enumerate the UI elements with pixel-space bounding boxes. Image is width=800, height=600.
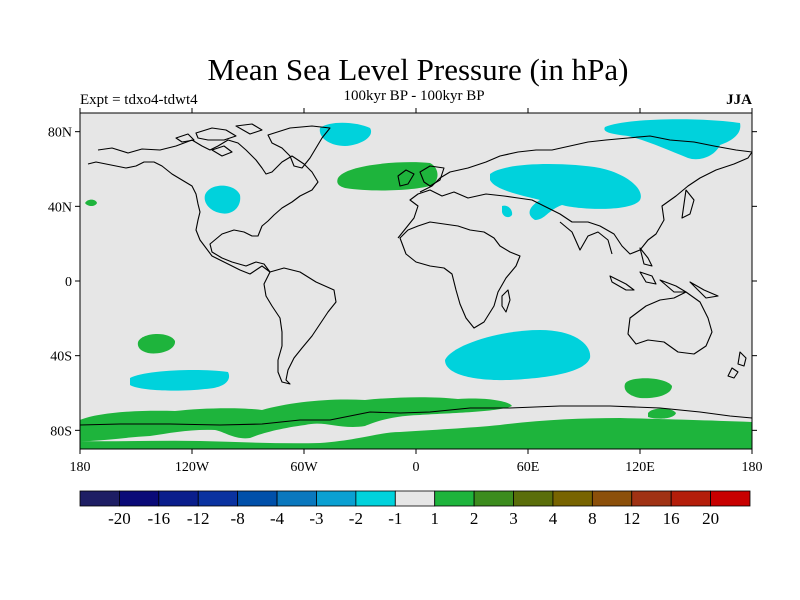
colorbar-swatch <box>237 490 278 507</box>
anomaly-region-positive <box>337 162 438 191</box>
colorbar: -20 -16 -12 -8 -4 -3 -2 -1 1 2 3 4 8 12 16 20 <box>79 490 751 528</box>
colorbar-swatch <box>591 490 633 507</box>
latitude-axis: 80N 40N 0 40S 80S <box>48 126 757 439</box>
lat-tick-label: 80S <box>50 424 72 439</box>
period-subtitle: 100kyr BP - 100kyr BP <box>343 88 485 104</box>
anomaly-region-positive <box>85 199 97 206</box>
colorbar-label: 3 <box>509 509 518 528</box>
coastline-new-zealand <box>727 351 747 379</box>
coastline-arctic-islands <box>175 123 263 157</box>
anomaly-region-positive <box>648 408 676 419</box>
colorbar-swatch <box>513 490 554 507</box>
coastline-japan <box>681 189 695 219</box>
colorbar-swatch <box>355 490 396 507</box>
coastline-india <box>559 221 613 255</box>
colorbar-swatch <box>710 490 751 507</box>
colorbar-label: -1 <box>388 509 402 528</box>
colorbar-swatch <box>158 490 199 507</box>
coastline-greenland <box>267 125 331 169</box>
coastline-antarctica <box>80 405 752 426</box>
colorbar-label: -12 <box>187 509 210 528</box>
anomaly-region-negative <box>604 119 741 160</box>
coastline-south-america <box>263 267 337 385</box>
colorbar-label: -2 <box>349 509 363 528</box>
anomaly-region-negative <box>319 122 372 146</box>
coastline-north-america <box>87 139 319 275</box>
coastline-africa <box>399 221 521 329</box>
lat-tick-label: 80N <box>48 126 72 141</box>
anomaly-region-positive <box>137 333 176 354</box>
colorbar-label: 20 <box>702 509 719 528</box>
anomaly-layer <box>80 119 752 449</box>
anomaly-region-positive <box>624 378 672 399</box>
anomaly-region-negative <box>490 164 641 220</box>
coastline-scandinavia <box>397 165 445 187</box>
coastlines <box>80 123 752 426</box>
lon-tick-label: 0 <box>413 460 420 475</box>
colorbar-swatch <box>394 490 436 507</box>
experiment-label: Expt = tdxo4-tdwt4 <box>80 92 198 108</box>
lat-tick-label: 0 <box>65 275 72 290</box>
colorbar-label: 1 <box>430 509 439 528</box>
colorbar-swatch <box>119 490 160 507</box>
season-label: JJA <box>726 92 752 108</box>
map-title: Mean Sea Level Pressure (in hPa) <box>207 52 629 87</box>
lon-tick-label: 60W <box>290 460 318 475</box>
colorbar-swatch <box>552 490 593 507</box>
colorbar-swatch <box>473 490 514 507</box>
colorbar-swatch <box>316 490 357 507</box>
anomaly-region-negative <box>445 330 591 381</box>
anomaly-region-positive <box>80 418 752 449</box>
anomaly-region-negative <box>130 370 230 391</box>
anomaly-region-negative <box>204 185 241 214</box>
lon-tick-label: 180 <box>742 460 763 475</box>
colorbar-label: 8 <box>588 509 597 528</box>
anomaly-region-positive <box>80 397 512 449</box>
colorbar-swatch <box>197 490 239 507</box>
colorbar-label: -8 <box>231 509 245 528</box>
lon-tick-label: 120W <box>175 460 210 475</box>
lon-tick-label: 180 <box>70 460 91 475</box>
coastline-madagascar <box>501 289 511 313</box>
colorbar-label: -4 <box>270 509 285 528</box>
longitude-axis: 180 120W 60W 0 60E 120E 180 <box>70 108 763 475</box>
coastline-australia <box>627 291 713 355</box>
colorbar-label: 4 <box>549 509 558 528</box>
colorbar-label: 16 <box>663 509 680 528</box>
colorbar-label: -3 <box>309 509 323 528</box>
colorbar-swatch <box>79 490 120 507</box>
coastline-eurasia-africa <box>397 135 752 255</box>
lat-tick-label: 40N <box>48 200 72 215</box>
colorbar-label: 12 <box>623 509 640 528</box>
colorbar-label: 2 <box>470 509 479 528</box>
lon-tick-label: 120E <box>625 460 655 475</box>
colorbar-swatch <box>631 490 672 507</box>
lon-tick-label: 60E <box>517 460 540 475</box>
colorbar-swatch <box>276 490 317 507</box>
colorbar-label: -16 <box>147 509 170 528</box>
anomaly-region-positive <box>300 407 314 414</box>
colorbar-swatch <box>434 490 475 507</box>
anomaly-region-negative <box>502 205 513 218</box>
colorbar-swatch <box>670 490 711 507</box>
lat-tick-label: 40S <box>50 350 72 365</box>
colorbar-label: -20 <box>108 509 131 528</box>
